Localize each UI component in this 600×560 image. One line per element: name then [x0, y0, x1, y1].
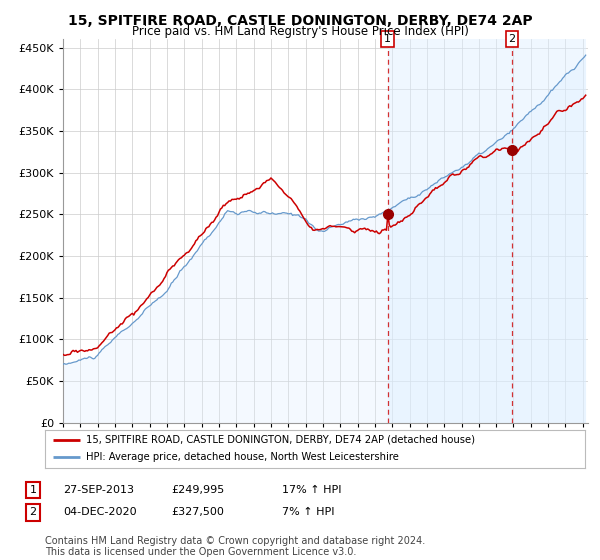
Text: HPI: Average price, detached house, North West Leicestershire: HPI: Average price, detached house, Nort… [86, 452, 398, 463]
Text: 15, SPITFIRE ROAD, CASTLE DONINGTON, DERBY, DE74 2AP: 15, SPITFIRE ROAD, CASTLE DONINGTON, DER… [68, 14, 532, 28]
Text: 2: 2 [29, 507, 37, 517]
Text: Price paid vs. HM Land Registry's House Price Index (HPI): Price paid vs. HM Land Registry's House … [131, 25, 469, 38]
Text: £327,500: £327,500 [171, 507, 224, 517]
Text: 27-SEP-2013: 27-SEP-2013 [63, 485, 134, 495]
Text: 17% ↑ HPI: 17% ↑ HPI [282, 485, 341, 495]
Text: 1: 1 [384, 34, 391, 44]
Text: 7% ↑ HPI: 7% ↑ HPI [282, 507, 335, 517]
Text: 04-DEC-2020: 04-DEC-2020 [63, 507, 137, 517]
Text: Contains HM Land Registry data © Crown copyright and database right 2024.
This d: Contains HM Land Registry data © Crown c… [45, 535, 425, 557]
Text: 15, SPITFIRE ROAD, CASTLE DONINGTON, DERBY, DE74 2AP (detached house): 15, SPITFIRE ROAD, CASTLE DONINGTON, DER… [86, 435, 475, 445]
Text: 2: 2 [509, 34, 515, 44]
Text: 1: 1 [29, 485, 37, 495]
Text: £249,995: £249,995 [171, 485, 224, 495]
